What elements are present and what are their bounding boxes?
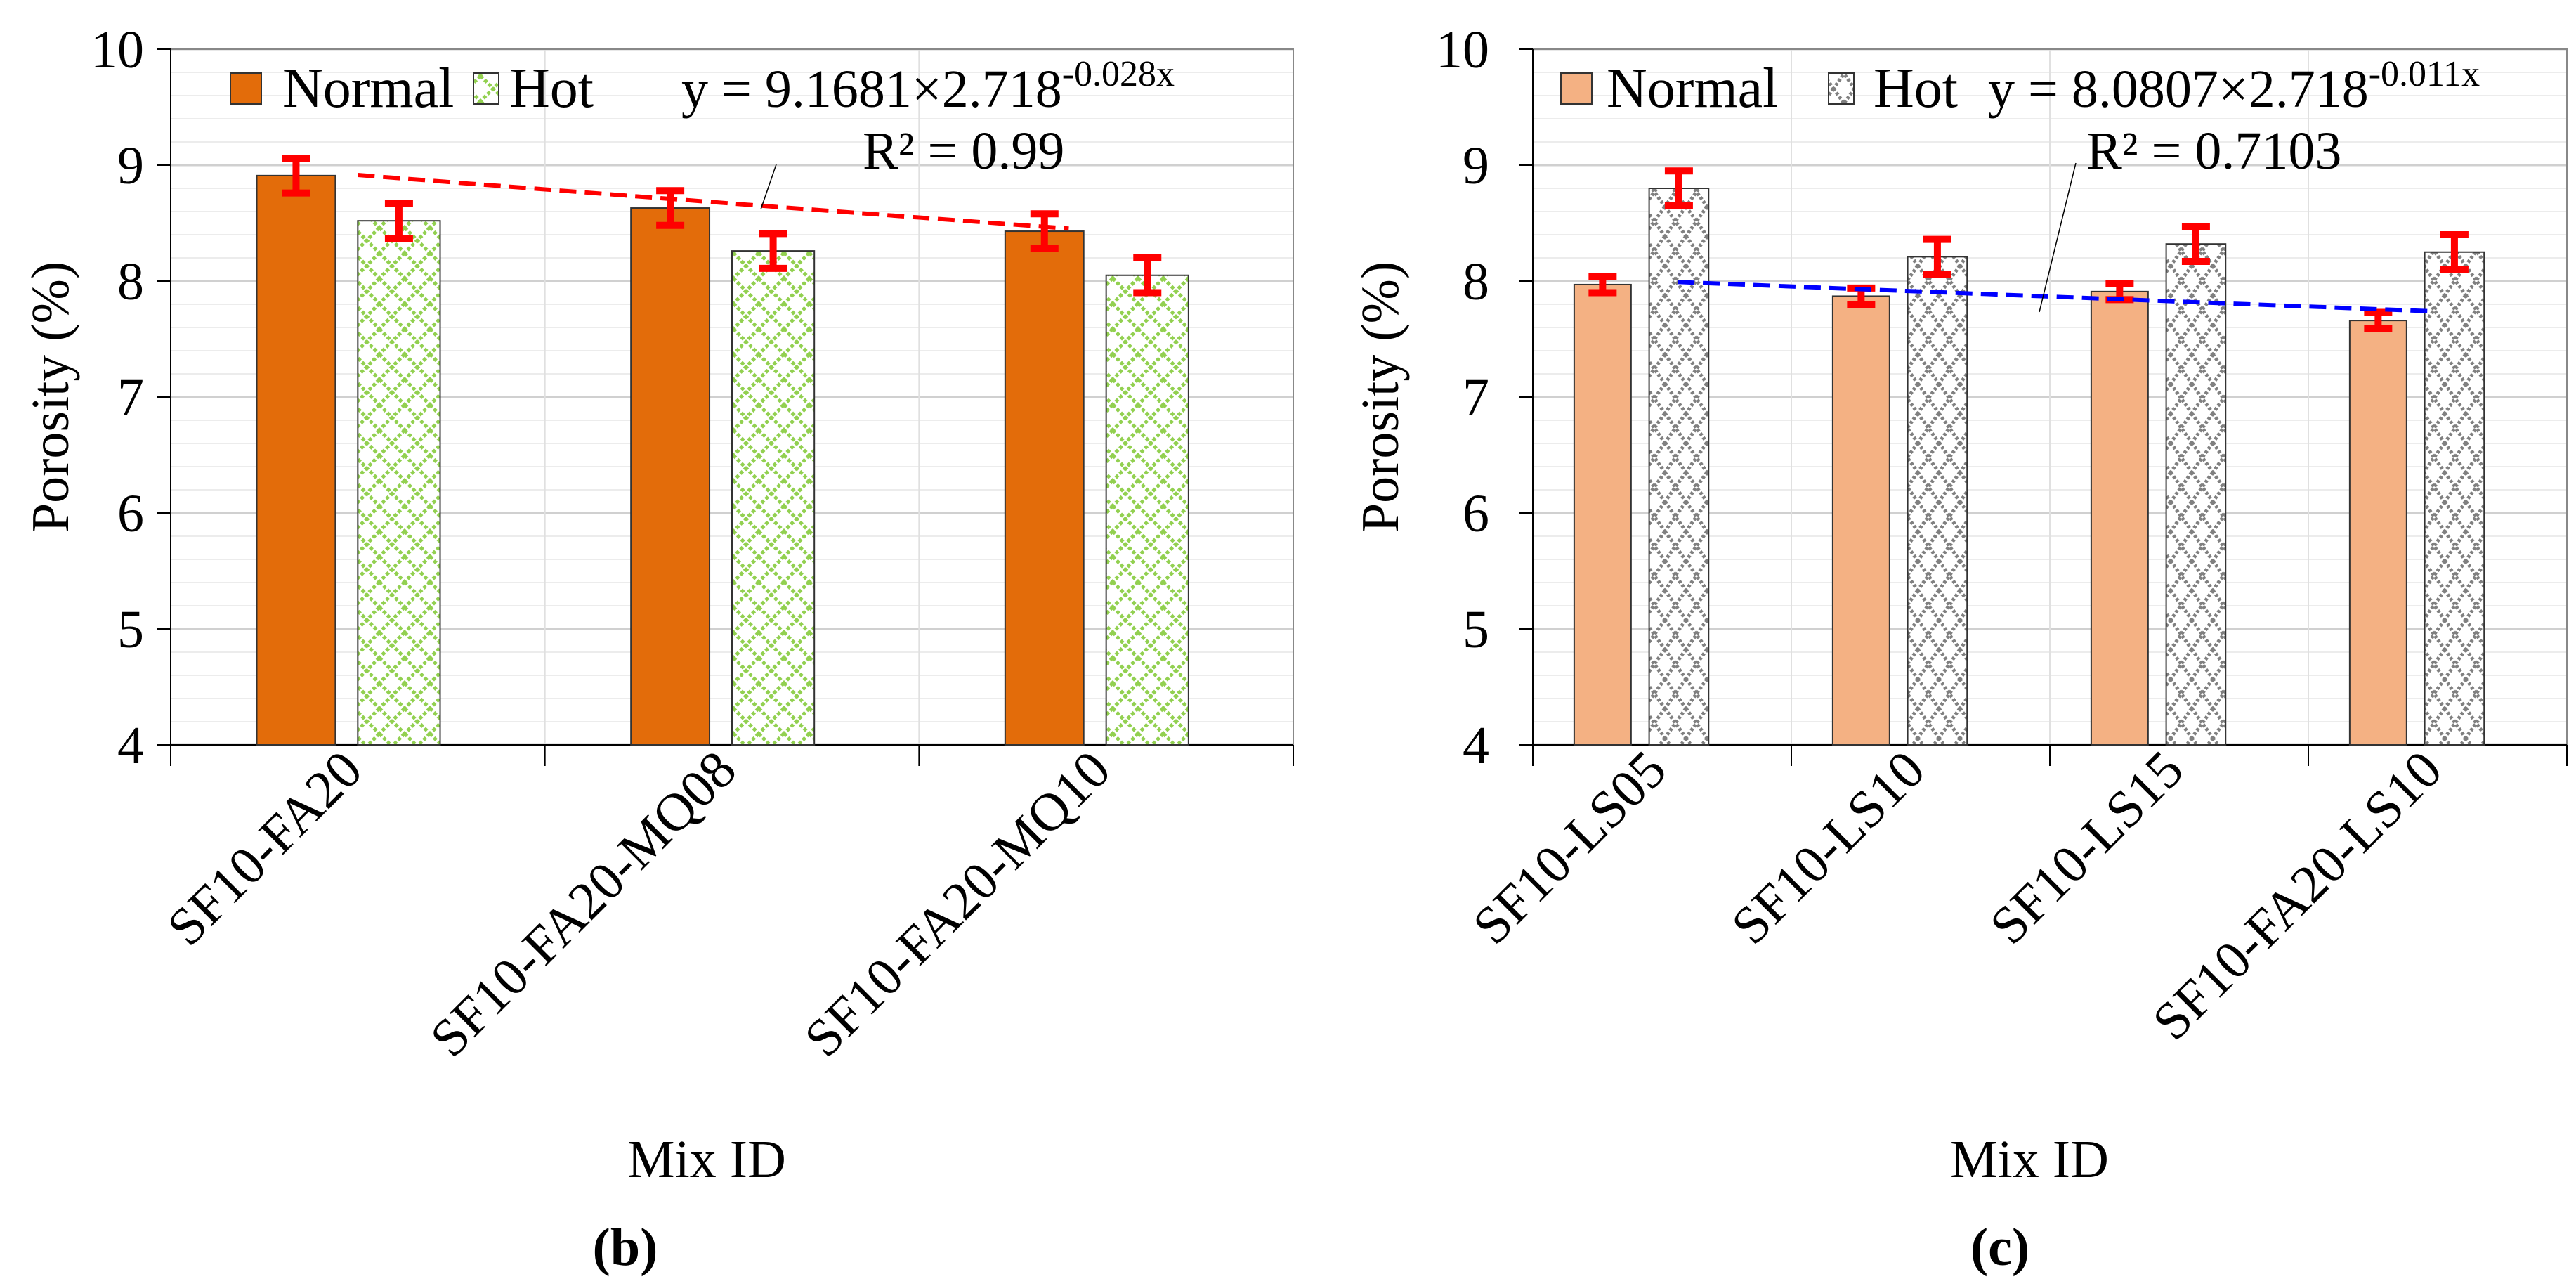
error-bar <box>384 200 413 242</box>
panel-label: (b) <box>593 1218 658 1277</box>
error-bar <box>1133 254 1162 297</box>
y-tick-label: 9 <box>117 136 144 195</box>
trendline-r-squared: R² = 0.7103 <box>2086 122 2341 181</box>
bar-normal-3 <box>2348 320 2407 746</box>
y-tick-label: 10 <box>91 20 144 79</box>
error-bar <box>1588 273 1617 297</box>
trendline-r-squared: R² = 0.99 <box>863 122 1064 181</box>
error-bar <box>1030 210 1059 252</box>
trendline-equation-main: y = 9.1681×2.718 <box>681 60 1062 119</box>
y-tick-label: 4 <box>1463 716 1489 775</box>
bar-normal-1 <box>630 207 711 746</box>
y-axis-title: Porosity (%) <box>21 261 80 533</box>
x-tick-label: SF10-FA20-MQ10 <box>793 740 1121 1068</box>
x-axis-title: Mix ID <box>627 1130 786 1189</box>
y-tick-label: 7 <box>1463 368 1489 427</box>
legend-swatch-hot <box>473 72 499 105</box>
x-tick-label: SF10-LS10 <box>1720 740 1936 956</box>
y-tick-label: 6 <box>1463 484 1489 543</box>
bar-hot-0 <box>357 220 441 746</box>
legend-label-hot: Hot <box>509 58 594 119</box>
error-bar <box>1664 167 1693 209</box>
bar-hot-2 <box>2165 243 2227 746</box>
bar-normal-2 <box>1004 230 1085 746</box>
error-bar <box>282 155 310 197</box>
legend-label-hot: Hot <box>1874 58 1958 119</box>
error-bar <box>2440 231 2469 273</box>
legend-swatch-normal <box>230 72 262 105</box>
y-tick-label: 8 <box>117 252 144 311</box>
bar-hot-2 <box>1105 274 1189 746</box>
x-axis-title: Mix ID <box>1950 1130 2109 1189</box>
error-bar <box>2364 308 2393 332</box>
y-tick-label: 10 <box>1436 20 1489 79</box>
x-tick-label: SF10-FA20 <box>156 740 373 957</box>
x-tick-label: SF10-FA20-MQ08 <box>419 740 747 1068</box>
y-axis-title: Porosity (%) <box>1351 261 1410 533</box>
trendline <box>1677 280 2428 313</box>
trendline-equation: y = 9.1681×2.718-0.028x <box>681 54 1175 119</box>
trendline-equation: y = 8.0807×2.718-0.011x <box>1988 54 2480 119</box>
y-tick-label: 7 <box>117 368 144 427</box>
bar-hot-0 <box>1648 188 1710 746</box>
y-tick-label: 5 <box>117 600 144 659</box>
x-tick-label: SF10-LS05 <box>1462 740 1678 956</box>
y-tick-label: 9 <box>1463 136 1489 195</box>
bar-normal-2 <box>2090 290 2149 746</box>
error-bar <box>656 187 685 229</box>
bar-hot-3 <box>2424 251 2485 746</box>
trendline-equation-exponent: -0.011x <box>2369 54 2480 94</box>
legend-label-normal: Normal <box>282 58 454 119</box>
y-tick-label: 6 <box>117 484 144 543</box>
error-bar <box>759 230 787 272</box>
y-tick-label: 4 <box>117 716 144 775</box>
trendline-equation-main: y = 8.0807×2.718 <box>1988 60 2369 119</box>
legend-label-normal: Normal <box>1607 58 1778 119</box>
legend-swatch-hot <box>1828 72 1855 105</box>
panel-label: (c) <box>1970 1218 2029 1277</box>
trendline-equation-exponent: -0.028x <box>1062 54 1175 94</box>
bar-normal-1 <box>1831 295 1890 746</box>
bar-normal-0 <box>1573 283 1632 746</box>
trendline-label-leader <box>760 164 777 210</box>
trendline <box>358 173 1069 231</box>
bar-hot-1 <box>1907 256 1968 746</box>
error-bar <box>2181 223 2210 265</box>
bar-hot-1 <box>731 250 816 746</box>
bar-normal-0 <box>256 174 336 746</box>
x-tick-label: SF10-LS15 <box>1979 740 2195 956</box>
y-tick-label: 8 <box>1463 252 1489 311</box>
chart-panel-c: 4 5 6 7 8 9 10 Porosity (%) Normal Hot y = 8.0807×… <box>1351 20 2568 1277</box>
trendline-label-leader <box>2039 162 2077 313</box>
legend-swatch-normal <box>1560 72 1593 105</box>
chart-panel-b: 4 5 6 7 8 9 10 Porosity (%) Normal Hot y = 9.1681×… <box>21 20 1294 1277</box>
y-tick-label: 5 <box>1463 600 1489 659</box>
error-bar <box>1923 235 1951 278</box>
